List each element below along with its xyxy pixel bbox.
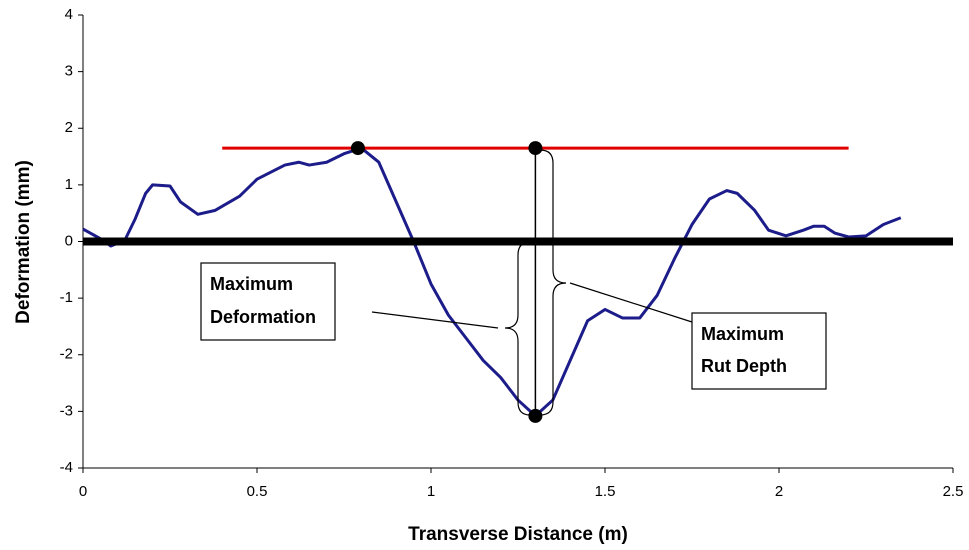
y-tick-label: 2 <box>65 119 73 136</box>
x-tick-label: 1 <box>427 483 435 500</box>
point <box>350 141 365 156</box>
y-tick-label: 1 <box>65 176 73 193</box>
y-tick-label: -3 <box>60 402 73 419</box>
y-axis-title: Deformation (mm) <box>13 160 34 324</box>
x-tick-label: 0.5 <box>247 483 268 500</box>
point <box>528 141 543 156</box>
leader-line <box>569 282 693 323</box>
y-tick-label: -4 <box>60 459 73 476</box>
y-tick-label: 4 <box>65 6 73 23</box>
series-line <box>82 146 902 418</box>
y-tick-label: -2 <box>60 346 73 363</box>
y-tick-label: 3 <box>65 63 73 80</box>
annotation-box <box>200 262 336 341</box>
y-tick-label: 0 <box>65 232 73 249</box>
annotation-text: Deformation <box>210 307 316 327</box>
x-axis-title: Transverse Distance (m) <box>408 524 628 545</box>
leader-line <box>371 311 499 329</box>
annotations <box>200 149 827 416</box>
y-tick-label: -1 <box>60 289 73 306</box>
brace <box>504 241 531 416</box>
point <box>528 408 543 423</box>
brace <box>539 149 567 416</box>
x-tick-label: 0 <box>79 483 87 500</box>
annotation-text: Maximum <box>210 274 293 294</box>
x-tick-label: 1.5 <box>595 483 616 500</box>
annotation-text: Maximum <box>701 324 784 344</box>
annotation-text: Rut Depth <box>701 356 787 376</box>
x-tick-label: 2.5 <box>943 483 964 500</box>
x-tick-label: 2 <box>775 483 783 500</box>
plot: -4 -3 -2 -1 0 1 2 3 4 0 0.5 1 1.5 2 2.5 <box>60 6 964 500</box>
annotation-box <box>691 312 827 390</box>
